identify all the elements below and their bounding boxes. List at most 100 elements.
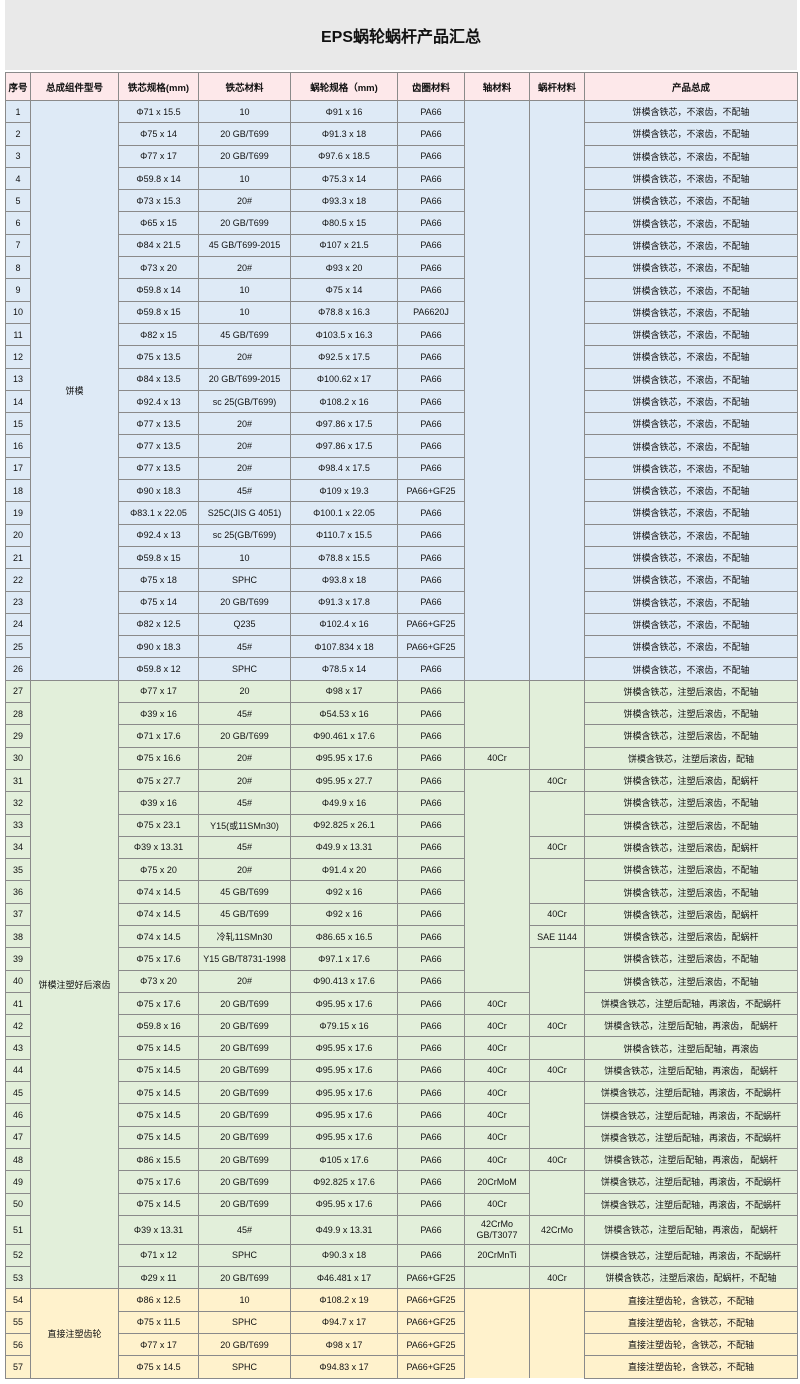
cell-index: 23 [5,590,31,614]
cell-worm-material [529,791,585,814]
cell-worm-material: 40Cr [529,902,585,926]
cell-worm-wheel-spec: Φ95.95 x 17.6 [290,1103,398,1127]
cell-ring-material: PA66 [397,1125,465,1149]
table-row: 17 Φ77 x 13.5 20# Φ98.4 x 17.5 PA66 饼模含铁芯，不滚齿… [5,456,798,481]
cell-core-spec: Φ92.4 x 13 [118,523,199,547]
cell-product-assembly: 饼模含铁芯，注塑后配轴，再滚齿，不配蜗杆 [584,1125,798,1149]
cell-core-spec: Φ77 x 13.5 [118,434,199,458]
cell-assembly-model: 饼模注塑好后滚齿 [30,679,119,1290]
cell-core-spec: Φ71 x 15.5 [118,99,199,124]
cell-worm-material [529,613,585,636]
cell-core-spec: Φ29 x 11 [118,1266,199,1290]
cell-worm-wheel-spec: Φ46.481 x 17 [290,1266,398,1290]
cell-shaft-material [464,345,530,369]
cell-worm-material: SAE 1144 [529,924,585,949]
cell-worm-wheel-spec: Φ78.5 x 14 [290,657,398,681]
cell-worm-material [529,568,585,592]
cell-ring-material: PA66 [397,233,465,258]
cell-core-material: 20# [198,412,291,436]
cell-product-assembly: 饼模含铁芯，不滚齿，不配轴 [584,233,798,258]
cell-shaft-material: 40Cr [464,1192,530,1216]
cell-shaft-material: 40Cr [464,1014,530,1038]
cell-ring-material: PA66 [397,746,465,770]
cell-shaft-material [464,858,530,881]
cell-ring-material: PA66 [397,991,465,1016]
cell-ring-material: PA66+GF25 [397,1333,465,1357]
cell-core-material: sc 25(GB/T699) [198,523,291,547]
cell-index: 41 [5,991,31,1016]
cell-core-spec: Φ75 x 14.5 [118,1355,199,1379]
cell-core-spec: Φ77 x 17 [118,1333,199,1357]
cell-index: 56 [5,1333,31,1357]
cell-index: 5 [5,189,31,213]
cell-index: 49 [5,1170,31,1194]
cell-product-assembly: 直接注塑齿轮，含铁芯，不配轴 [584,1333,798,1357]
cell-ring-material: PA66+GF25 [397,1266,465,1290]
table-row: 50 Φ75 x 14.5 20 GB/T699 Φ95.95 x 17.6 PA66 4… [5,1192,798,1216]
cell-product-assembly: 饼模含铁芯，注塑后配轴，再滚齿，不配蜗杆 [584,1243,798,1268]
cell-core-material: 20 GB/T699 [198,1103,291,1127]
cell-ring-material: PA6620J [397,300,465,324]
cell-core-spec: Φ74 x 14.5 [118,924,199,949]
cell-worm-material [529,1288,585,1312]
cell-worm-wheel-spec: Φ95.95 x 17.6 [290,1192,398,1216]
cell-product-assembly: 饼模含铁芯，不滚齿，不配轴 [584,434,798,458]
cell-core-spec: Φ83.1 x 22.05 [118,501,199,525]
cell-worm-wheel-spec: Φ49.9 x 16 [290,791,398,815]
cell-shaft-material [464,791,530,814]
cell-shaft-material [464,724,530,748]
cell-core-material: 20 GB/T699 [198,144,291,168]
cell-worm-material [529,1311,585,1334]
cell-worm-wheel-spec: Φ109 x 19.3 [290,479,398,503]
cell-index: 53 [5,1266,31,1290]
cell-product-assembly: 饼模含铁芯，不滚齿，不配轴 [584,545,798,570]
cell-ring-material: PA66 [397,322,465,347]
cell-worm-wheel-spec: Φ95.95 x 17.6 [290,1081,398,1105]
cell-core-material: sc 25(GB/T699) [198,389,291,414]
cell-ring-material: PA66 [397,278,465,302]
cell-shaft-material [464,457,530,480]
cell-core-spec: Φ75 x 13.5 [118,345,199,369]
cell-worm-material [529,591,585,614]
cell-core-spec: Φ59.8 x 14 [118,166,199,191]
cell-index: 9 [5,278,31,302]
cell-shaft-material [464,880,530,904]
cell-shaft-material [464,1288,530,1312]
cell-core-material: Y15(或11SMn30) [198,813,291,837]
table-row: 32 Φ39 x 16 45# Φ49.9 x 16 PA66 饼模含铁芯，注塑后滚齿，不… [5,791,798,815]
cell-core-spec: Φ75 x 14.5 [118,1081,199,1105]
cell-index: 20 [5,523,31,547]
cell-core-spec: Φ65 x 15 [118,211,199,235]
cell-index: 12 [5,345,31,369]
cell-worm-wheel-spec: Φ95.95 x 17.6 [290,1058,398,1083]
cell-index: 16 [5,434,31,458]
table-row: 31 Φ75 x 27.7 20# Φ95.95 x 27.7 PA66 40Cr 饼模含铁… [5,768,798,793]
header-core-material: 铁芯材料 [198,72,291,101]
cell-shaft-material [464,947,530,971]
cell-index: 3 [5,144,31,168]
table-row: 55 Φ75 x 11.5 SPHC Φ94.7 x 17 PA66+GF25 直接注塑齿… [5,1310,798,1335]
cell-product-assembly: 饼模含铁芯，注塑后滚齿，配蜗杆，不配轴 [584,1266,798,1290]
cell-shaft-material [464,301,530,324]
cell-shaft-material: 20CrMoM [464,1170,530,1194]
cell-core-spec: Φ73 x 15.3 [118,189,199,213]
cell-core-material: 20 GB/T699 [198,1147,291,1172]
cell-shaft-material: 40Cr [464,1103,530,1127]
cell-ring-material: PA66 [397,367,465,391]
cell-index: 21 [5,545,31,570]
cell-worm-wheel-spec: Φ94.83 x 17 [290,1355,398,1379]
table-row: 43 Φ75 x 14.5 20 GB/T699 Φ95.95 x 17.6 PA66 4… [5,1036,798,1060]
table-row: 37 Φ74 x 14.5 45 GB/T699 Φ92 x 16 PA66 40Cr 饼模… [5,902,798,926]
header-shaft-material: 轴材料 [464,72,530,101]
cell-core-spec: Φ75 x 17.6 [118,1170,199,1194]
cell-product-assembly: 饼模含铁芯，不滚齿，不配轴 [584,657,798,681]
cell-core-spec: Φ75 x 14.5 [118,1192,199,1216]
cell-core-spec: Φ90 x 18.3 [118,479,199,503]
table-row: 26 Φ59.8 x 12 SPHC Φ78.5 x 14 PA66 饼模含铁芯，不滚齿，… [5,657,798,681]
table-row: 42 Φ59.8 x 16 20 GB/T699 Φ79.15 x 16 PA66 40C… [5,1014,798,1038]
cell-shaft-material: 40Cr [464,746,530,770]
cell-index: 54 [5,1288,31,1312]
table-row: 14 Φ92.4 x 13 sc 25(GB/T699) Φ108.2 x 16 PA6… [5,389,798,414]
cell-product-assembly: 饼模含铁芯，不滚齿，不配轴 [584,590,798,614]
cell-ring-material: PA66 [397,545,465,570]
